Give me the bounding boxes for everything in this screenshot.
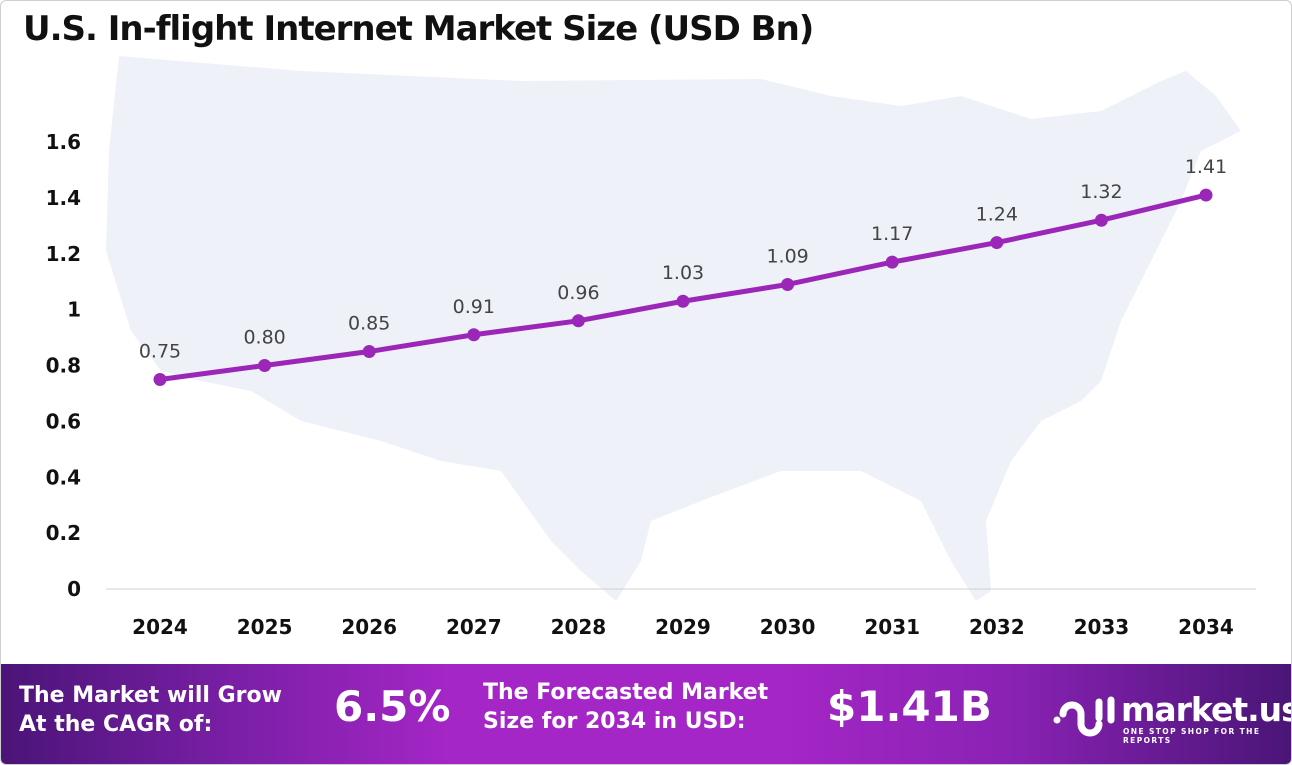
data-point (571, 314, 585, 328)
cagr-label: The Market will Grow At the CAGR of: (19, 681, 282, 739)
data-point (885, 255, 899, 269)
y-tick-label: 0.4 (46, 465, 81, 489)
data-point (1199, 188, 1213, 202)
line-chart: 0 0.2 0.4 0.6 0.8 1 1.2 1.4 1.6 2024 2025 2026 2027… (46, 56, 1256, 639)
cagr-label-line1: The Market will Grow (19, 683, 282, 708)
logo-wordmark: market.us (1121, 690, 1292, 729)
x-tick-label: 2034 (1178, 615, 1234, 639)
data-label: 1.32 (1080, 181, 1122, 203)
us-map-background (106, 56, 1241, 601)
data-label: 1.41 (1185, 156, 1227, 178)
data-label: 1.17 (871, 223, 913, 245)
data-label: 1.03 (662, 262, 704, 284)
y-tick-label: 1.6 (46, 130, 81, 154)
cagr-value: 6.5% (334, 682, 451, 731)
logo-tagline: ONE STOP SHOP FOR THE REPORTS (1123, 727, 1261, 745)
y-tick-label: 0.6 (46, 409, 81, 433)
chart-title: U.S. In-flight Internet Market Size (USD… (23, 9, 814, 49)
x-tick-label: 2025 (237, 615, 293, 639)
x-tick-label: 2033 (1074, 615, 1130, 639)
x-tick-label: 2026 (341, 615, 397, 639)
cagr-label-line2: At the CAGR of: (19, 712, 213, 737)
y-tick-label: 0 (67, 577, 81, 601)
data-point (990, 236, 1004, 250)
data-point (1094, 213, 1108, 227)
data-label: 0.80 (243, 327, 285, 349)
data-point (467, 328, 481, 342)
forecast-value: $1.41B (827, 682, 992, 731)
x-tick-label: 2024 (132, 615, 188, 639)
data-point (153, 372, 167, 386)
forecast-label-line2: Size for 2034 in USD: (483, 709, 746, 734)
data-label: 0.75 (139, 340, 181, 362)
data-label: 1.24 (976, 204, 1018, 226)
forecast-label-line1: The Forecasted Market (483, 680, 769, 705)
footer-banner: The Market will Grow At the CAGR of: 6.5… (1, 664, 1292, 764)
x-tick-label: 2030 (760, 615, 816, 639)
x-tick-label: 2027 (446, 615, 502, 639)
x-tick-label: 2028 (551, 615, 607, 639)
data-label: 1.09 (766, 245, 808, 267)
data-label: 0.85 (348, 313, 390, 335)
x-tick-label: 2029 (655, 615, 711, 639)
data-label: 0.96 (557, 282, 599, 304)
data-point (676, 294, 690, 308)
y-tick-label: 1.4 (46, 186, 81, 210)
data-point (258, 359, 272, 372)
y-tick-label: 1.2 (46, 242, 81, 266)
y-tick-label: 1 (67, 298, 81, 322)
forecast-label: The Forecasted Market Size for 2034 in U… (483, 678, 768, 736)
data-point (781, 277, 795, 291)
x-tick-label: 2032 (969, 615, 1025, 639)
market-us-logo-icon (1053, 696, 1115, 737)
data-point (362, 345, 376, 359)
y-tick-label: 0.8 (46, 354, 81, 378)
data-label: 0.91 (453, 296, 495, 318)
x-tick-label: 2031 (864, 615, 920, 639)
y-tick-label: 0.2 (46, 521, 81, 545)
